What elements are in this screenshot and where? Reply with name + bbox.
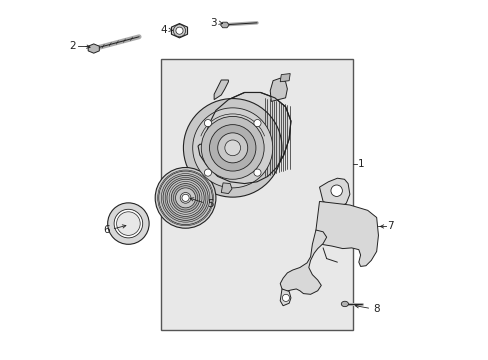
- Circle shape: [224, 140, 240, 156]
- Circle shape: [116, 212, 140, 235]
- Polygon shape: [280, 230, 326, 294]
- Circle shape: [217, 133, 247, 163]
- Circle shape: [171, 184, 200, 212]
- Polygon shape: [198, 93, 290, 184]
- Circle shape: [330, 185, 342, 197]
- Circle shape: [155, 167, 216, 228]
- Text: 4: 4: [160, 25, 166, 35]
- Circle shape: [166, 179, 203, 216]
- Circle shape: [163, 175, 207, 220]
- Circle shape: [183, 99, 282, 197]
- Text: 2: 2: [69, 41, 76, 51]
- Polygon shape: [319, 178, 349, 207]
- Circle shape: [192, 108, 272, 188]
- Circle shape: [182, 194, 189, 202]
- Circle shape: [180, 193, 190, 203]
- Polygon shape: [315, 202, 378, 266]
- Circle shape: [176, 27, 183, 34]
- Polygon shape: [280, 73, 290, 82]
- Circle shape: [204, 169, 211, 176]
- Circle shape: [107, 203, 149, 244]
- Polygon shape: [270, 78, 287, 102]
- Polygon shape: [214, 80, 228, 100]
- Circle shape: [201, 116, 264, 179]
- Circle shape: [175, 188, 195, 208]
- Polygon shape: [171, 23, 187, 38]
- Polygon shape: [221, 183, 231, 194]
- Text: 1: 1: [357, 159, 364, 169]
- Text: 6: 6: [102, 225, 109, 235]
- Ellipse shape: [341, 301, 348, 307]
- Circle shape: [253, 120, 261, 127]
- Circle shape: [204, 120, 211, 127]
- Text: 8: 8: [372, 304, 379, 314]
- Text: 5: 5: [206, 199, 213, 209]
- Text: 3: 3: [209, 18, 216, 28]
- Polygon shape: [220, 22, 229, 28]
- Circle shape: [209, 125, 255, 171]
- Bar: [160, 59, 353, 330]
- Text: 7: 7: [386, 221, 392, 231]
- Circle shape: [114, 209, 142, 238]
- Circle shape: [159, 171, 212, 225]
- Polygon shape: [88, 44, 99, 53]
- Circle shape: [282, 294, 289, 301]
- Circle shape: [253, 169, 261, 176]
- Polygon shape: [280, 289, 290, 306]
